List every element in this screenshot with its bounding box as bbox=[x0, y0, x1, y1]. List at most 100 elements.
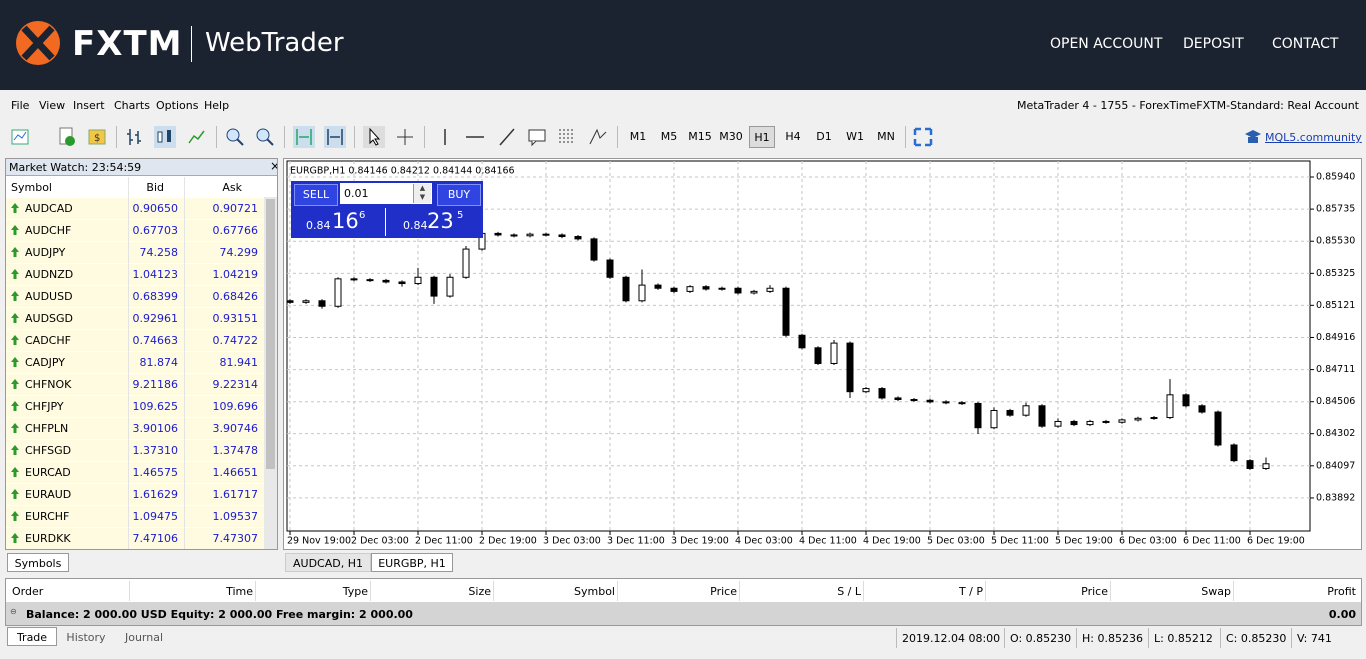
table-row[interactable]: AUDCHF 0.67703 0.67766 bbox=[6, 220, 264, 242]
table-row[interactable]: AUDCAD 0.90650 0.90721 bbox=[6, 198, 264, 220]
candle-body bbox=[1246, 460, 1254, 469]
symbol: AUDNZD bbox=[25, 268, 74, 281]
symbol: AUDCHF bbox=[25, 224, 72, 237]
chart-tab[interactable]: AUDCAD, H1 bbox=[285, 553, 371, 572]
timeframe-button[interactable]: M1 bbox=[629, 130, 647, 143]
nav-link[interactable]: OPEN ACCOUNT bbox=[1050, 36, 1163, 52]
tool-button[interactable] bbox=[254, 126, 276, 148]
column-header[interactable]: Symbol bbox=[574, 585, 615, 598]
column-header[interactable]: Swap bbox=[1201, 585, 1231, 598]
menu-item[interactable]: Charts bbox=[114, 99, 150, 112]
close-button[interactable]: × bbox=[270, 159, 277, 173]
column-divider bbox=[617, 581, 618, 601]
table-row[interactable]: CADCHF 0.74663 0.74722 bbox=[6, 330, 264, 352]
tool-button[interactable] bbox=[912, 126, 934, 148]
tool-button[interactable]: $ bbox=[86, 126, 108, 148]
column-header[interactable]: Price bbox=[710, 585, 737, 598]
column-header[interactable]: Ask bbox=[222, 181, 242, 194]
column-header[interactable]: Type bbox=[342, 585, 368, 598]
column-header[interactable]: Size bbox=[468, 585, 491, 598]
menu-item[interactable]: File bbox=[11, 99, 30, 112]
buy-button[interactable]: BUY bbox=[437, 184, 481, 206]
column-header[interactable]: Price bbox=[1081, 585, 1108, 598]
x-tick-label: 5 Dec 19:00 bbox=[1055, 536, 1113, 547]
nav-link[interactable]: DEPOSIT bbox=[1183, 36, 1244, 52]
column-divider bbox=[370, 581, 371, 601]
candle-body bbox=[926, 399, 934, 403]
lot-input[interactable]: 0.01 bbox=[340, 183, 432, 204]
ask: 0.93151 bbox=[212, 312, 259, 325]
tool-button[interactable] bbox=[526, 126, 548, 148]
tab[interactable]: Trade bbox=[7, 627, 57, 646]
tab[interactable]: History bbox=[66, 631, 106, 644]
menu-item[interactable]: View bbox=[39, 99, 66, 112]
candle-body bbox=[1054, 420, 1062, 427]
chart-tab[interactable]: EURGBP, H1 bbox=[371, 553, 453, 572]
tool-button[interactable] bbox=[324, 126, 346, 148]
tool-button[interactable] bbox=[124, 126, 146, 148]
table-row[interactable]: AUDSGD 0.92961 0.93151 bbox=[6, 308, 264, 330]
ask: 7.47307 bbox=[212, 532, 259, 545]
trade-panel: SELL 0.01 ▲ ▼ BUY 0.84 16 6 0.84 23 5 bbox=[291, 181, 483, 238]
candle-body bbox=[302, 300, 310, 303]
tool-button[interactable] bbox=[394, 126, 416, 148]
table-row[interactable]: EURDKK 7.47106 7.47307 bbox=[6, 528, 264, 549]
menu-item[interactable]: Help bbox=[204, 99, 230, 112]
trend-arrow bbox=[11, 330, 19, 353]
tool-button[interactable] bbox=[464, 126, 486, 148]
tab[interactable]: Journal bbox=[124, 631, 164, 644]
column-header[interactable]: Bid bbox=[146, 181, 164, 194]
table-row[interactable]: AUDNZD 1.04123 1.04219 bbox=[6, 264, 264, 286]
tool-button[interactable] bbox=[10, 126, 32, 148]
sell-button[interactable]: SELL bbox=[294, 184, 338, 206]
column-header[interactable]: Symbol bbox=[11, 181, 52, 194]
nav-link[interactable]: CONTACT bbox=[1272, 36, 1339, 52]
column-header[interactable]: Time bbox=[226, 585, 253, 598]
menu-item[interactable]: Options bbox=[156, 99, 199, 112]
column-divider bbox=[1110, 581, 1111, 601]
timeframe-button[interactable]: H1 bbox=[749, 126, 775, 148]
tool-button[interactable] bbox=[587, 126, 609, 148]
candle-body bbox=[1102, 420, 1110, 423]
table-row[interactable]: EURCHF 1.09475 1.09537 bbox=[6, 506, 264, 528]
table-row[interactable]: CHFSGD 1.37310 1.37478 bbox=[6, 440, 264, 462]
menu-item[interactable]: Insert bbox=[73, 99, 105, 112]
community-link[interactable]: MQL5.community bbox=[1265, 131, 1362, 144]
column-header[interactable]: Profit bbox=[1327, 585, 1356, 598]
table-row[interactable]: AUDJPY 74.258 74.299 bbox=[6, 242, 264, 264]
symbol: EURCAD bbox=[25, 466, 71, 479]
timeframe-button[interactable]: M5 bbox=[660, 130, 678, 143]
table-row[interactable]: CHFNOK 9.21186 9.22314 bbox=[6, 374, 264, 396]
tool-button[interactable] bbox=[224, 126, 246, 148]
buy-price-main: 23 bbox=[427, 209, 454, 233]
column-header[interactable]: S / L bbox=[837, 585, 861, 598]
tool-button[interactable] bbox=[556, 126, 578, 148]
trend-arrow bbox=[11, 396, 19, 419]
timeframe-button[interactable]: W1 bbox=[846, 130, 864, 143]
table-row[interactable]: AUDUSD 0.68399 0.68426 bbox=[6, 286, 264, 308]
table-row[interactable]: EURCAD 1.46575 1.46651 bbox=[6, 462, 264, 484]
tool-button[interactable] bbox=[154, 126, 176, 148]
candle-body bbox=[638, 284, 646, 302]
tool-button[interactable] bbox=[363, 126, 385, 148]
svg-text:$: $ bbox=[94, 133, 100, 144]
bid: 0.92961 bbox=[132, 312, 179, 325]
tool-button[interactable] bbox=[293, 126, 315, 148]
timeframe-button[interactable]: M15 bbox=[688, 130, 712, 143]
table-row[interactable]: EURAUD 1.61629 1.61717 bbox=[6, 484, 264, 506]
tool-button[interactable] bbox=[434, 126, 456, 148]
tool-button[interactable] bbox=[56, 126, 78, 148]
column-header[interactable]: T / P bbox=[958, 585, 983, 598]
tool-button[interactable] bbox=[496, 126, 518, 148]
timeframe-button[interactable]: D1 bbox=[816, 130, 832, 143]
timeframe-button[interactable]: MN bbox=[877, 130, 895, 143]
column-header[interactable]: Order bbox=[12, 585, 44, 598]
timeframe-button[interactable]: H4 bbox=[785, 130, 801, 143]
tool-button[interactable] bbox=[186, 126, 208, 148]
timeframe-button[interactable]: M30 bbox=[719, 130, 743, 143]
tab[interactable]: Symbols bbox=[7, 553, 69, 572]
table-row[interactable]: CHFPLN 3.90106 3.90746 bbox=[6, 418, 264, 440]
table-row[interactable]: CADJPY 81.874 81.941 bbox=[6, 352, 264, 374]
table-row[interactable]: CHFJPY 109.625 109.696 bbox=[6, 396, 264, 418]
